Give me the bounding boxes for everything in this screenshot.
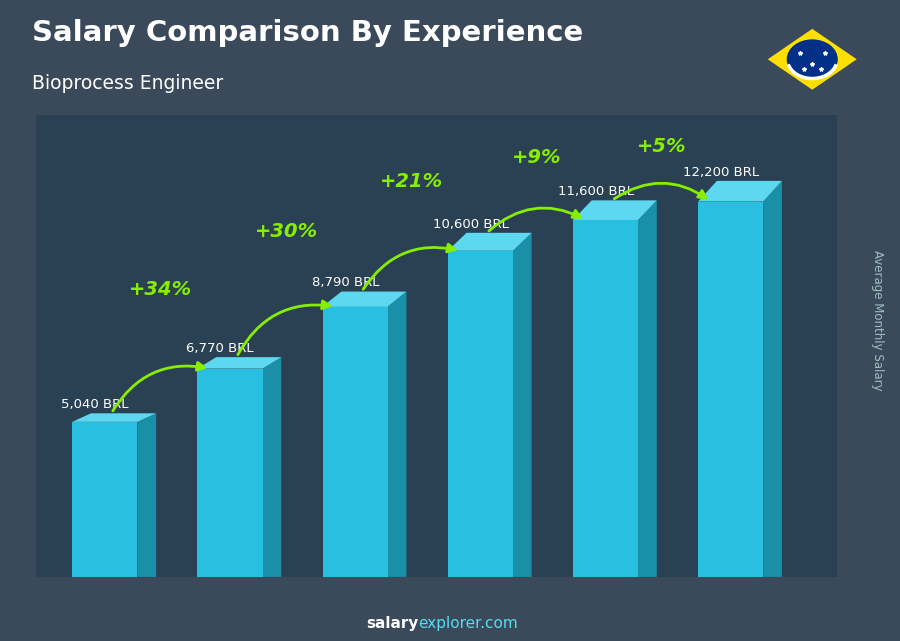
Text: 10,600 BRL: 10,600 BRL [433,217,508,231]
Text: +21%: +21% [380,172,443,191]
Polygon shape [197,357,282,369]
Polygon shape [138,413,157,577]
Polygon shape [513,233,532,577]
Polygon shape [698,181,782,201]
Text: +30%: +30% [255,222,318,241]
Polygon shape [322,292,407,306]
Text: Bioprocess Engineer: Bioprocess Engineer [32,74,223,93]
Bar [698,201,763,577]
Polygon shape [388,292,407,577]
Polygon shape [263,357,282,577]
Text: +5%: +5% [637,137,687,156]
Circle shape [788,40,837,79]
Text: +9%: +9% [511,147,561,167]
Polygon shape [763,181,782,577]
Bar [448,251,513,577]
Bar [197,369,263,577]
Text: 5,040 BRL: 5,040 BRL [61,398,129,411]
Text: 11,600 BRL: 11,600 BRL [558,185,634,198]
Polygon shape [573,201,657,220]
Polygon shape [72,413,157,422]
Text: Average Monthly Salary: Average Monthly Salary [871,250,884,391]
Bar [573,220,638,577]
Text: 8,790 BRL: 8,790 BRL [311,276,379,289]
Text: salary: salary [366,617,418,631]
Text: 6,770 BRL: 6,770 BRL [186,342,254,355]
Bar [322,306,388,577]
Text: Salary Comparison By Experience: Salary Comparison By Experience [32,19,583,47]
Bar [72,422,138,577]
Text: 12,200 BRL: 12,200 BRL [683,165,759,179]
Text: +34%: +34% [130,279,193,299]
Text: explorer.com: explorer.com [418,617,518,631]
Polygon shape [638,201,657,577]
Polygon shape [448,233,532,251]
Polygon shape [768,29,857,90]
